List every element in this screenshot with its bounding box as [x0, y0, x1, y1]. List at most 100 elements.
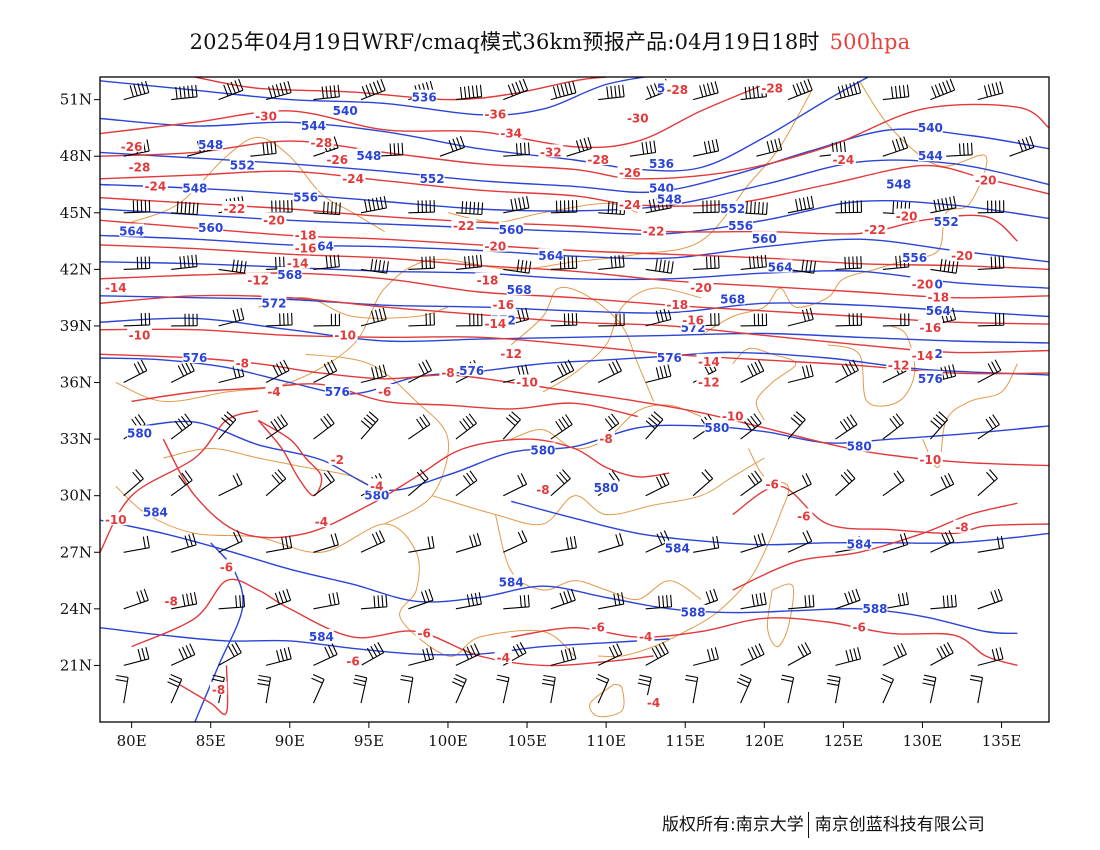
height-label-bg — [767, 259, 793, 273]
wind-barb — [313, 643, 338, 666]
height-label: 560 — [499, 223, 524, 237]
wind-barb — [977, 536, 1005, 553]
temperature-label-bg — [261, 212, 287, 226]
boundary-line — [305, 353, 449, 525]
temperature-label-bg — [253, 108, 279, 122]
wind-barb — [645, 530, 670, 553]
height-label: 576 — [918, 372, 943, 386]
height-label-bg — [182, 180, 208, 194]
temperature-label: -28 — [666, 83, 688, 97]
wind-barb — [835, 469, 856, 497]
temperature-label-bg — [645, 695, 663, 709]
wind-barb — [408, 200, 435, 214]
height-contour — [100, 261, 1049, 289]
boundary-line — [732, 347, 797, 421]
temperature-label-bg — [918, 319, 943, 333]
temperature-label: -8 — [441, 366, 454, 380]
temperature-label-bg — [217, 559, 236, 573]
temperature-label-bg — [368, 478, 386, 492]
temperature-label-bg — [312, 514, 330, 528]
y-tick-label: 24N — [60, 600, 92, 618]
wind-barb — [167, 673, 183, 704]
isotherm — [194, 77, 607, 101]
temperature-label-bg — [143, 178, 168, 192]
temperature-label: -28 — [311, 136, 333, 150]
height-contour — [100, 627, 670, 656]
height-label: 580 — [127, 426, 152, 440]
wind-barb — [550, 256, 578, 270]
wind-barb — [123, 588, 149, 610]
wind-barb — [882, 532, 909, 553]
temperature-label-bg — [664, 297, 690, 311]
wind-barb — [266, 535, 293, 553]
temperature-label: -20 — [263, 213, 285, 227]
temperature-label-bg — [103, 512, 129, 526]
temperature-label: -18 — [295, 228, 317, 242]
wind-barb — [439, 135, 466, 157]
x-tick-label: 105E — [507, 732, 547, 750]
wind-barb — [930, 642, 954, 666]
isotherm — [131, 578, 654, 667]
isotherm — [100, 219, 1049, 271]
height-contour-labels: 5485485525405445365325485525565605645645… — [119, 80, 959, 644]
wind-barb — [123, 535, 150, 553]
wind-barb — [736, 673, 752, 704]
temperature-label: -4 — [497, 651, 510, 665]
wind-barb — [265, 359, 290, 383]
height-label-bg — [198, 219, 224, 233]
wind-barb — [455, 533, 482, 553]
wind-barb — [455, 470, 478, 497]
x-tick-label: 95E — [354, 732, 384, 750]
map-plot-area: 5485485525405445365325485525565605645645… — [100, 77, 1049, 722]
wind-barb — [969, 674, 984, 704]
wind-barb — [360, 307, 387, 327]
wind-barb — [645, 642, 669, 666]
height-label-bg — [846, 536, 872, 550]
temperature-label-bg — [664, 82, 690, 96]
temperature-label: -34 — [500, 127, 522, 141]
wind-barb — [692, 81, 719, 101]
wind-barb — [692, 647, 719, 666]
wind-barb — [170, 470, 193, 497]
x-tick-label: 85E — [196, 732, 226, 750]
height-label-bg — [324, 384, 350, 397]
wind-barb — [408, 588, 434, 610]
wind-barb — [502, 411, 521, 440]
height-label-bg — [411, 89, 437, 103]
isotherm — [100, 294, 1049, 354]
temperature-label: -28 — [761, 81, 783, 95]
wind-barb — [692, 469, 714, 497]
temperature-label-bg — [850, 619, 868, 633]
temperature-label: -18 — [477, 274, 499, 288]
wind-barb — [313, 313, 341, 327]
height-label-bg — [886, 176, 912, 190]
wind-barb — [408, 469, 429, 497]
wind-barb — [835, 81, 862, 101]
isotherm — [732, 502, 1018, 591]
temperature-label-bg — [103, 280, 129, 294]
temperature-label-bg — [696, 374, 722, 388]
temperature-label-bg — [759, 80, 785, 94]
height-label: 536 — [412, 91, 437, 105]
temperature-label-bg — [688, 280, 714, 294]
height-label: 552 — [934, 215, 959, 229]
wind-barb — [930, 258, 959, 274]
wind-barb — [313, 592, 340, 610]
height-label-bg — [498, 574, 524, 588]
x-tick-label: 135E — [982, 732, 1022, 750]
temperature-label: -6 — [853, 621, 866, 635]
wind-barb — [455, 413, 477, 440]
wind-barb — [408, 312, 435, 327]
temperature-label: -12 — [698, 376, 720, 390]
x-axis: 80E 85E 90E 95E 100E 105E 110E 115E 120E 125E 130E… — [117, 722, 1022, 750]
wind-barb — [930, 530, 955, 553]
temperature-label: -10 — [722, 410, 744, 424]
wind-barb — [123, 80, 150, 101]
wind-barb — [503, 594, 530, 610]
height-label-bg — [918, 148, 943, 162]
title-main: 2025年04月19日WRF/cmaq模式36km预报产品:04月19日18时 — [189, 30, 820, 54]
height-label-bg — [933, 214, 959, 228]
wind-barb — [977, 313, 1005, 327]
wind-barb — [882, 84, 910, 101]
